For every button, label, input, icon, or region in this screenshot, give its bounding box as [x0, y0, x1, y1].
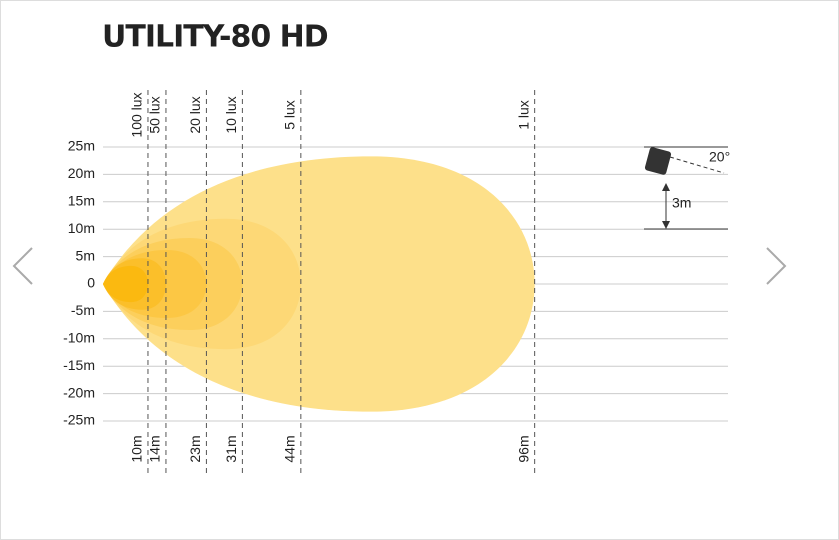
- distance-label: 14m: [147, 435, 163, 462]
- distance-label: 96m: [515, 435, 531, 462]
- distance-label: 44m: [282, 435, 298, 462]
- y-tick-label: 15m: [68, 193, 95, 209]
- plot: 25m 20m 15m 10m 5m 0 -5m -10m -15m -20m -25m 1 lux 9…: [63, 90, 728, 474]
- y-tick-label: 5m: [76, 247, 95, 263]
- y-tick-label: -10m: [63, 330, 95, 346]
- lux-label: 10 lux: [223, 96, 239, 133]
- y-tick-label: -25m: [63, 412, 95, 428]
- mount-diagram: 20° 3m: [644, 146, 730, 230]
- lux-label: 20 lux: [187, 96, 203, 133]
- y-tick-label: -20m: [63, 384, 95, 400]
- y-tick-label: -15m: [63, 357, 95, 373]
- next-arrow[interactable]: [766, 247, 787, 285]
- lux-label: 1 lux: [515, 100, 531, 130]
- lux-label: 5 lux: [282, 100, 298, 130]
- y-tick-label: 20m: [68, 165, 95, 181]
- y-tick-label: 0: [87, 275, 95, 291]
- lux-label: 100 lux: [129, 92, 145, 137]
- y-tick-label: 25m: [68, 138, 95, 154]
- distance-label: 31m: [223, 435, 239, 462]
- isolux-contour: [103, 265, 148, 303]
- prev-arrow[interactable]: [12, 247, 33, 285]
- lux-label: 50 lux: [147, 96, 163, 133]
- y-tick-label: 10m: [68, 220, 95, 236]
- distance-label: 10m: [129, 435, 145, 462]
- angle-label: 20°: [709, 149, 730, 165]
- y-tick-label: -5m: [71, 302, 95, 318]
- distance-label: 23m: [187, 435, 203, 462]
- height-label: 3m: [672, 195, 691, 211]
- chart-title: UTILITY-80 HD: [102, 20, 328, 55]
- contours: [103, 156, 535, 412]
- beam-angle-line: [669, 156, 725, 174]
- lamp-icon: [644, 147, 672, 175]
